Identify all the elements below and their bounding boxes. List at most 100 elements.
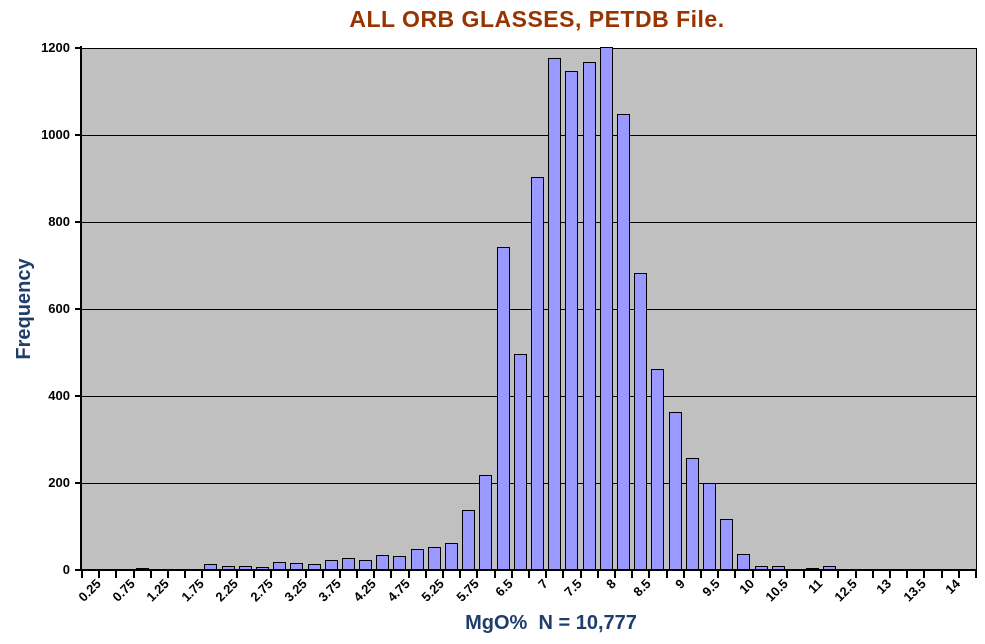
x-axis-tick (889, 570, 891, 578)
y-tick-label: 600 (48, 301, 70, 316)
y-axis-tick (75, 134, 82, 136)
x-tick-label-text: 8 (602, 576, 619, 592)
x-axis-tick (373, 570, 375, 578)
x-axis-tick (786, 570, 788, 578)
x-axis-tick (339, 570, 341, 578)
x-axis-tick (941, 570, 943, 578)
x-axis-tick (923, 570, 925, 578)
x-axis-tick (408, 570, 410, 578)
x-axis-tick (597, 570, 599, 578)
histogram-bar (583, 62, 596, 570)
x-axis-tick (562, 570, 564, 578)
x-axis-tick (648, 570, 650, 578)
histogram-bar (651, 369, 664, 570)
x-tick-label-text: 5.25 (418, 576, 447, 605)
x-axis-tick (855, 570, 857, 578)
x-axis-tick (356, 570, 358, 578)
x-tick-label-text: 0.25 (75, 576, 104, 605)
x-tick-label-text: 4.25 (350, 576, 379, 605)
x-axis-tick (133, 570, 135, 578)
x-tick-label-text: 3.25 (281, 576, 310, 605)
histogram-bar (600, 47, 613, 570)
x-axis-tick (545, 570, 547, 578)
x-axis-tick (872, 570, 874, 578)
histogram-bar (411, 549, 424, 570)
x-axis-tick (476, 570, 478, 578)
x-tick-label-text: 0.75 (109, 576, 138, 605)
x-axis-tick (459, 570, 461, 578)
histogram-bar (634, 273, 647, 570)
histogram-bar (531, 177, 544, 570)
gridline (82, 483, 976, 484)
y-axis-tick (75, 569, 82, 571)
y-axis-title: Frequency (13, 258, 35, 360)
x-axis-tick (528, 570, 530, 578)
x-axis-tick (253, 570, 255, 578)
gridline (82, 48, 976, 49)
x-axis-tick (958, 570, 960, 578)
x-axis-tick (115, 570, 117, 578)
x-axis-tick (906, 570, 908, 578)
histogram-bar (548, 58, 561, 570)
x-axis-tick (201, 570, 203, 578)
x-axis-tick (614, 570, 616, 578)
histogram-bar (617, 114, 630, 570)
x-axis-tick (184, 570, 186, 578)
x-axis-tick (98, 570, 100, 578)
x-axis-tick (305, 570, 307, 578)
chart-title: ALL ORB GLASSES, PETDB File. (349, 6, 725, 32)
x-tick-label-text: 13.5 (900, 576, 929, 605)
y-axis-tick (75, 47, 82, 49)
y-axis-tick (75, 395, 82, 397)
x-axis-tick (683, 570, 685, 578)
y-axis-tick (75, 221, 82, 223)
x-axis-tick (769, 570, 771, 578)
x-tick-label-text: 7 (534, 576, 551, 592)
x-tick-label-text: 5.75 (453, 576, 482, 605)
x-tick-label-text: 13 (872, 576, 894, 597)
x-axis-tick (287, 570, 289, 578)
x-tick-label-text: 2.25 (212, 576, 241, 605)
x-tick-label-text: 3.75 (315, 576, 344, 605)
histogram-bar (376, 555, 389, 570)
histogram-bar (669, 412, 682, 570)
y-axis-tick (75, 308, 82, 310)
x-axis-tick (511, 570, 513, 578)
x-axis-tick (820, 570, 822, 578)
x-axis-tick (752, 570, 754, 578)
x-axis-tick (717, 570, 719, 578)
gridline (82, 135, 976, 136)
y-axis-line (80, 46, 82, 571)
x-axis-tick (494, 570, 496, 578)
y-tick-label: 0 (62, 562, 70, 577)
x-axis-tick (81, 570, 83, 578)
x-axis-tick (219, 570, 221, 578)
x-tick-label-text: 9 (671, 576, 688, 592)
x-axis-line (80, 569, 977, 571)
y-axis-tick (75, 482, 82, 484)
histogram-bar (428, 547, 441, 570)
histogram-bar (445, 543, 458, 570)
x-axis-tick (425, 570, 427, 578)
x-axis-tick (167, 570, 169, 578)
x-axis-tick (442, 570, 444, 578)
histogram-bar (479, 475, 492, 570)
x-axis-tick (975, 570, 977, 578)
gridline (82, 222, 976, 223)
x-tick-label-text: 14 (941, 576, 963, 597)
x-axis-tick (666, 570, 668, 578)
histogram-bar (462, 510, 475, 570)
x-tick-label-text: 10 (735, 576, 757, 597)
x-axis-tick (803, 570, 805, 578)
histogram-bar (686, 458, 699, 570)
x-tick-label-text: 8.5 (630, 576, 654, 600)
y-tick-label: 200 (48, 475, 70, 490)
y-tick-label: 1000 (41, 127, 70, 142)
histogram-bar (703, 483, 716, 570)
y-tick-label: 400 (48, 388, 70, 403)
x-axis-tick (734, 570, 736, 578)
x-tick-label-text: 4.75 (384, 576, 413, 605)
x-tick-label-text: 1.25 (143, 576, 172, 605)
x-tick-label-text: 11 (805, 576, 826, 597)
